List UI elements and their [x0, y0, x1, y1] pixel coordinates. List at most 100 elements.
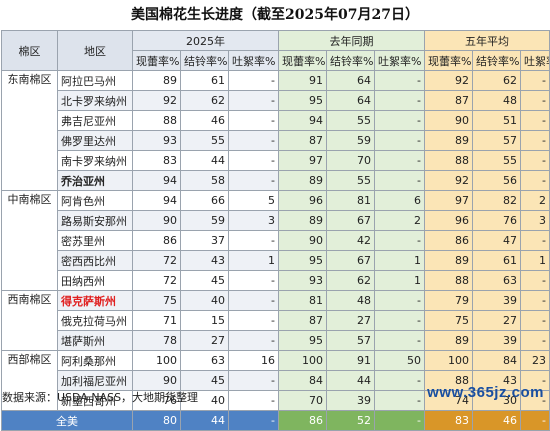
- value-cell: 37: [180, 230, 229, 251]
- total-value-cell: 52: [326, 410, 376, 431]
- table-row: 弗吉尼亚州 88 46-94 55-90 51-: [2, 110, 550, 131]
- table-row: 乔治亚州 94 58-89 55-92 56-: [2, 170, 550, 191]
- value-cell: 61: [472, 250, 522, 271]
- value-cell: 89: [278, 210, 328, 231]
- value-cell: -: [227, 270, 280, 291]
- value-cell: -: [227, 170, 280, 191]
- value-cell: 66: [180, 190, 229, 211]
- table-title: 美国棉花生长进度（截至2025年07月27日）: [131, 7, 419, 23]
- total-row: 全美 80 44-86 52-83 46-: [1, 410, 550, 431]
- value-cell: -: [374, 150, 426, 171]
- value-cell: 63: [180, 350, 229, 371]
- state-cell: 堪萨斯州: [57, 330, 133, 351]
- value-cell: 97: [424, 190, 474, 211]
- region-cell: 西部棉区: [1, 350, 58, 411]
- value-cell: 1: [227, 250, 280, 271]
- value-cell: 100: [424, 350, 474, 371]
- value-cell: 84: [472, 350, 522, 371]
- value-cell: 27: [180, 330, 229, 351]
- value-cell: -: [227, 90, 280, 111]
- state-cell: 密西西比州: [57, 250, 133, 271]
- header-metric-squaring: 现蕾率%: [278, 50, 328, 71]
- value-cell: -: [227, 230, 280, 251]
- value-cell: 39: [326, 390, 376, 411]
- value-cell: 82: [472, 190, 522, 211]
- value-cell: 81: [278, 290, 328, 311]
- region-cell: 西南棉区: [1, 290, 58, 351]
- value-cell: 1: [374, 250, 426, 271]
- value-cell: 90: [278, 230, 328, 251]
- value-cell: 55: [180, 130, 229, 151]
- value-cell: 47: [472, 230, 522, 251]
- value-cell: 93: [132, 130, 181, 151]
- value-cell: 44: [180, 150, 229, 171]
- value-cell: 59: [326, 130, 376, 151]
- table-row: 路易斯安那州 90 59 3 89 67 2 96 76 3: [2, 210, 550, 231]
- value-cell: 72: [132, 270, 181, 291]
- value-cell: 70: [278, 390, 328, 411]
- value-cell: 92: [424, 170, 474, 191]
- value-cell: 87: [278, 130, 328, 151]
- value-cell: -: [227, 370, 280, 391]
- table-row: 中南棉区 阿肯色州 94 66 5 96 81 6 97 82 2: [1, 190, 550, 291]
- value-cell: 59: [180, 210, 229, 231]
- value-cell: 5: [227, 190, 280, 211]
- value-cell: 89: [132, 70, 181, 91]
- value-cell: 44: [326, 370, 376, 391]
- value-cell: 92: [132, 90, 181, 111]
- header-metric-squaring: 现蕾率%: [132, 50, 181, 71]
- value-cell: 87: [424, 90, 474, 111]
- value-cell: 27: [326, 310, 376, 331]
- value-cell: -: [374, 70, 426, 91]
- value-cell: -: [227, 70, 280, 91]
- value-cell: 55: [472, 150, 522, 171]
- value-cell: 67: [326, 250, 376, 271]
- header-region: 棉区: [1, 30, 58, 71]
- header-row-groups: 棉区 地区 2025年 去年同期 五年平均: [1, 30, 550, 71]
- table-row: 密西西比州 72 43 1 95 67 1 89 61 1: [2, 250, 550, 271]
- value-cell: -: [227, 290, 280, 311]
- value-cell: 62: [180, 90, 229, 111]
- header-metric-setting-bolls: 结铃率%: [472, 50, 522, 71]
- value-cell: 95: [278, 250, 328, 271]
- value-cell: 96: [278, 190, 328, 211]
- table-row: 密苏里州 86 37-90 42-86 47-: [2, 230, 550, 251]
- value-cell: 39: [472, 290, 522, 311]
- value-cell: 89: [424, 130, 474, 151]
- value-cell: -: [374, 170, 426, 191]
- value-cell: 100: [132, 350, 181, 371]
- total-value-cell: 46: [472, 410, 522, 431]
- value-cell: -: [374, 310, 426, 331]
- table-row: 俄克拉荷马州 71 15-87 27-75 27-: [2, 310, 550, 331]
- value-cell: 87: [278, 310, 328, 331]
- table-row: 新墨西哥州 76 40-70 39-74 30-: [2, 390, 550, 411]
- value-cell: 16: [227, 350, 280, 371]
- value-cell: 97: [278, 150, 328, 171]
- header-metric-setting-bolls: 结铃率%: [180, 50, 229, 71]
- table-row: 堪萨斯州 78 27-95 57-89 39-: [2, 330, 550, 351]
- total-value-cell: -: [374, 410, 426, 431]
- value-cell: 64: [326, 70, 376, 91]
- value-cell: 72: [132, 250, 181, 271]
- value-cell: 64: [326, 90, 376, 111]
- value-cell: -: [520, 70, 550, 91]
- header-group-last-year: 去年同期: [278, 30, 426, 51]
- value-cell: 56: [472, 170, 522, 191]
- value-cell: 2: [520, 190, 550, 211]
- value-cell: -: [227, 150, 280, 171]
- header-group-2025: 2025年: [131, 30, 280, 51]
- value-cell: 3: [520, 210, 550, 231]
- cotton-progress-table: 棉区 地区 2025年 去年同期 五年平均 现蕾率% 结铃率% 吐絮率% 现蕾率…: [1, 30, 550, 431]
- value-cell: 78: [132, 330, 181, 351]
- value-cell: 46: [180, 110, 229, 131]
- table-row: 南卡罗来纳州 83 44-97 70-88 55-: [2, 150, 550, 171]
- value-cell: -: [374, 290, 426, 311]
- value-cell: 84: [278, 370, 328, 391]
- value-cell: -: [227, 110, 280, 131]
- value-cell: 75: [132, 290, 181, 311]
- value-cell: 74: [424, 390, 474, 411]
- value-cell: -: [520, 310, 550, 331]
- region-cell: 中南棉区: [1, 190, 58, 291]
- value-cell: 57: [326, 330, 376, 351]
- value-cell: 63: [472, 270, 522, 291]
